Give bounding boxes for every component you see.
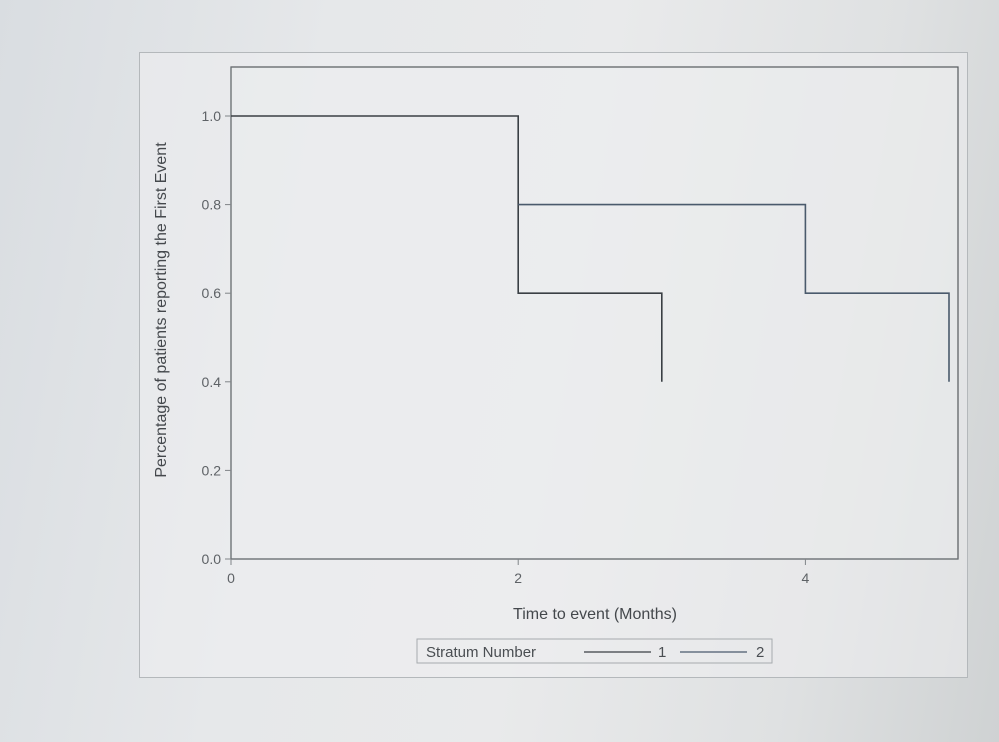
y-tick-label-5: 1.0 [202,108,222,124]
legend-box [416,638,773,664]
legend-label-1: 1 [658,644,666,661]
x-tick-label-0: 0 [227,570,235,586]
legend: Stratum Number 1 2 [416,638,773,664]
y-tick-label-1: 0.2 [202,462,222,478]
legend-title: Stratum Number [426,644,536,661]
y-tick-label-0: 0.0 [202,551,222,567]
y-axis-title: Percentage of patients reporting the Fir… [153,142,170,478]
y-tick-label-3: 0.6 [202,285,222,301]
series-2-line [518,203,950,382]
y-axis-ticks: 0.0 0.2 0.4 0.6 0.8 1.0 [202,108,231,567]
x-tick-label-2: 4 [802,570,810,586]
y-tick-label-2: 0.4 [202,374,222,390]
x-tick-label-1: 2 [514,570,522,586]
chart-svg: 0.0 0.2 0.4 0.6 0.8 1.0 0 2 4 Percentage of pat… [153,66,959,664]
series-layer [231,115,950,382]
plot-area [230,66,959,560]
series-1-line [231,115,663,382]
y-tick-label-4: 0.8 [202,197,222,213]
chart-frame: 0.0 0.2 0.4 0.6 0.8 1.0 0 2 4 Percentage of pat… [139,52,968,678]
x-axis-title: Time to event (Months) [513,606,677,623]
x-axis-ticks: 0 2 4 [227,559,810,586]
legend-label-2: 2 [756,644,764,661]
